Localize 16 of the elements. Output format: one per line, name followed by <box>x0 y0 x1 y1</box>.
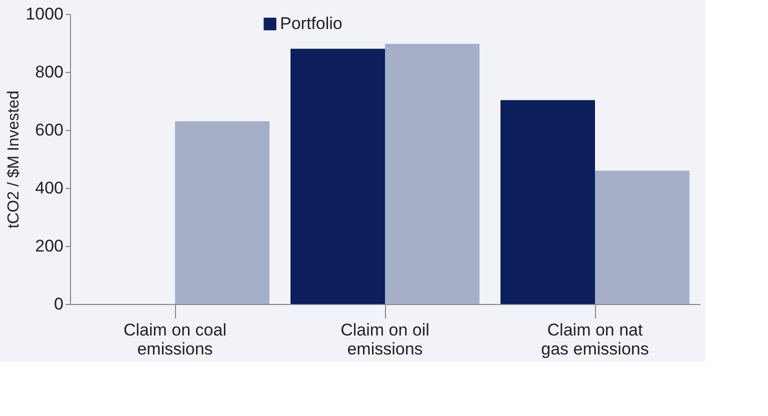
y-tick-label: 600 <box>35 120 64 140</box>
x-tick-label: Claim on nat gas emissions <box>541 320 649 358</box>
bar <box>385 44 480 304</box>
y-axis-title: tCO2 / $M Invested <box>6 90 23 228</box>
y-tick-label: 400 <box>35 178 64 198</box>
bar <box>595 170 690 304</box>
y-tick-label: 1000 <box>26 4 64 24</box>
y-tick-label: 800 <box>35 62 64 82</box>
y-tick-label: 200 <box>35 236 64 256</box>
bar <box>500 100 595 304</box>
bar <box>290 48 385 304</box>
x-tick-label: Claim on oil emissions <box>340 320 430 358</box>
x-tick-label: Claim on coal emissions <box>124 320 226 358</box>
legend-label: Portfolio <box>280 14 342 33</box>
bar <box>175 121 270 304</box>
y-tick-label: 0 <box>54 294 64 314</box>
